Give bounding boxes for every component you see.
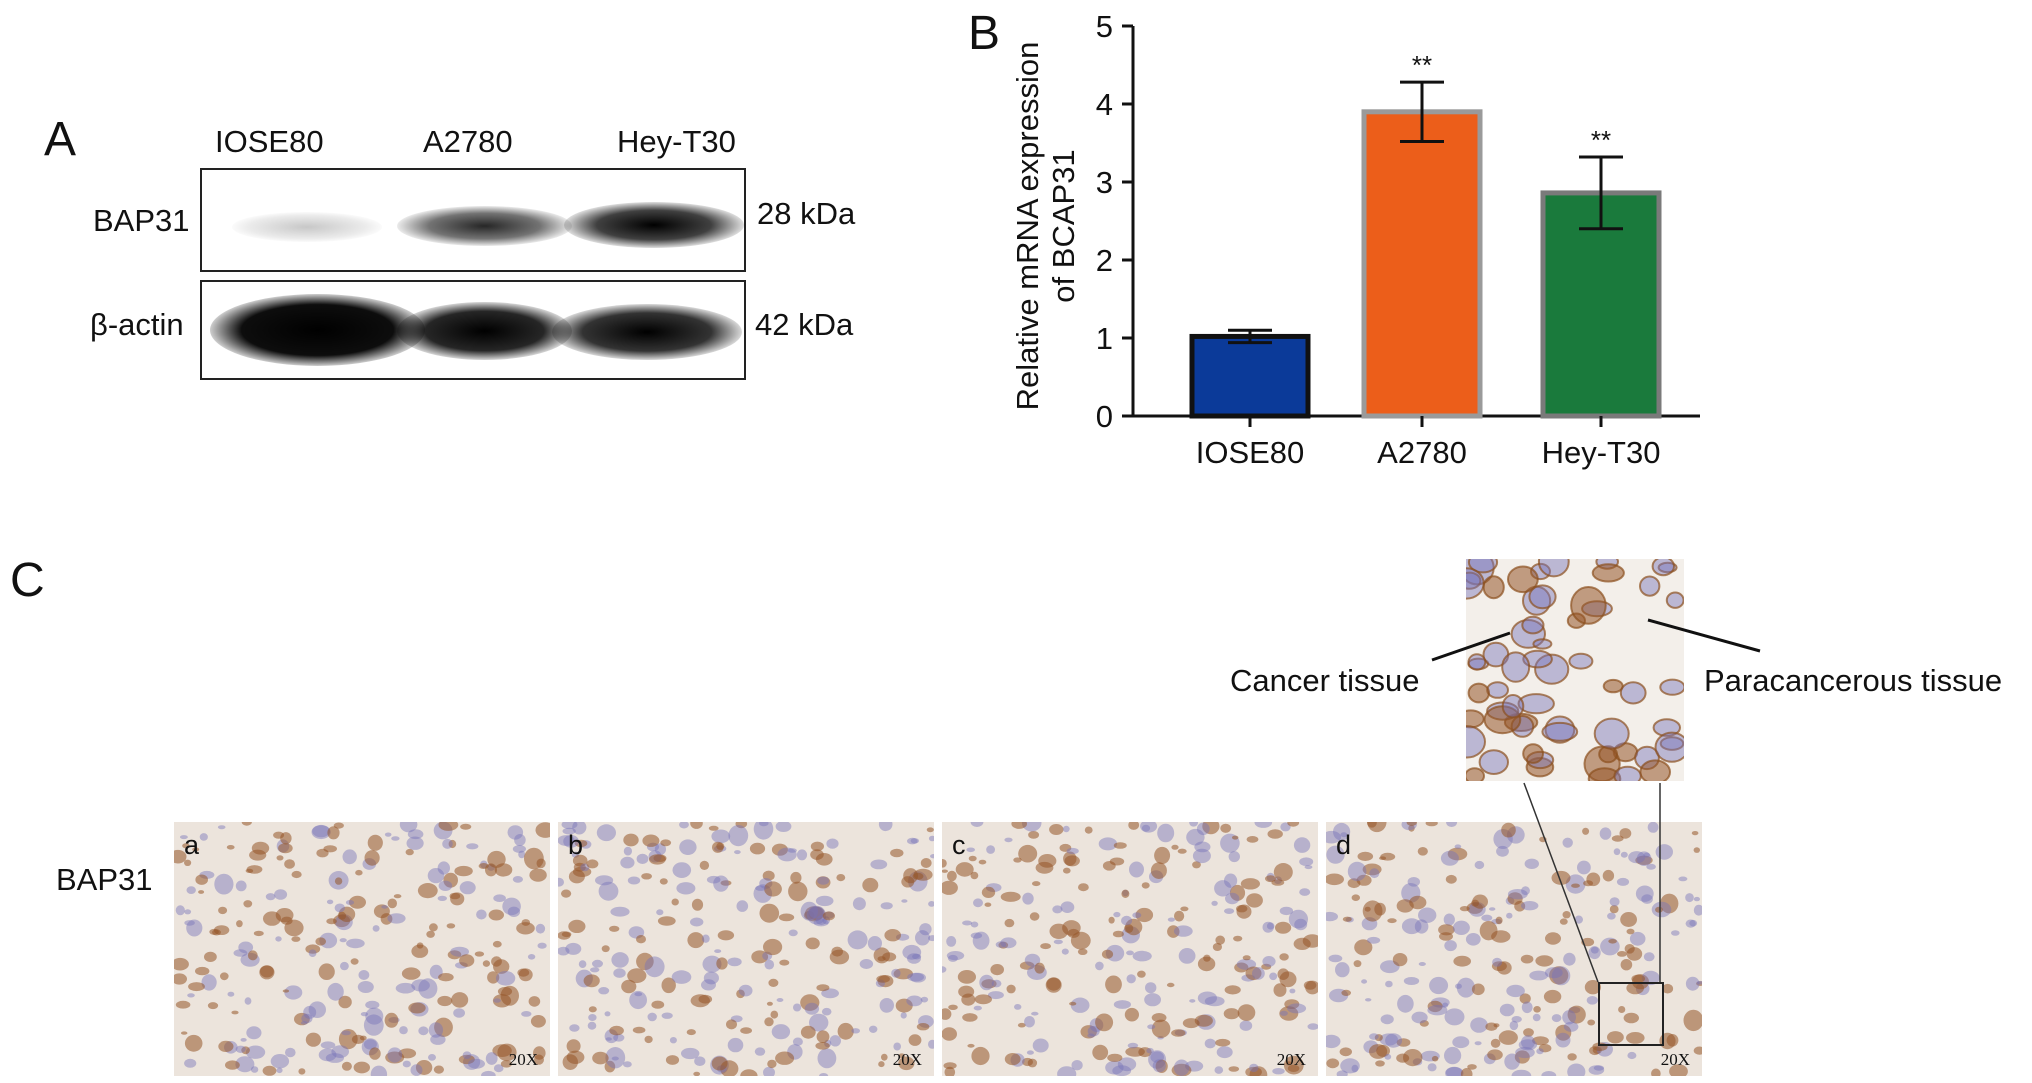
y-tick-label-1: 1 [1096, 321, 1113, 356]
ihc-image-b-magnification: 20X [892, 1050, 922, 1069]
ihc-image-d-magnification: 20X [1660, 1050, 1690, 1069]
ihc-image-a-magnification: 20X [508, 1050, 538, 1069]
panel-a-letter: A [44, 113, 77, 166]
zoom-region-box [1598, 982, 1664, 1046]
y-axis-title-line-2: of BCAP31 [1046, 149, 1081, 302]
ihc-image-d: d 20X [1326, 822, 1702, 1076]
band-actin-hey-t30 [552, 304, 742, 360]
ihc-image-b: b 20X [558, 822, 934, 1076]
blot-row-label-beta-actin: β-actin [90, 307, 184, 342]
cancer-tissue-pointer [1431, 631, 1511, 662]
y-tick-label-5: 5 [1096, 9, 1113, 44]
bar-chart: 0 1 2 3 4 5 Relative mRNA expressionof BCAP31 I… [1010, 9, 1700, 470]
band-bap31-iose80 [232, 212, 382, 242]
lane-label-iose80: IOSE80 [215, 124, 324, 159]
ihc-image-b-label: b [568, 830, 584, 860]
lane-label-a2780: A2780 [423, 124, 513, 159]
y-tick-label-2: 2 [1096, 243, 1113, 278]
zoom-connector-left [1523, 782, 1599, 983]
band-actin-iose80 [210, 294, 425, 366]
significance-Hey-T30: ** [1591, 125, 1611, 155]
blot-size-28kda: 28 kDa [757, 196, 856, 231]
band-bap31-a2780 [397, 206, 572, 246]
ihc-image-a-label: a [184, 830, 200, 860]
panel-b-letter: B [968, 7, 1001, 60]
paracancerous-pointer [1647, 618, 1761, 653]
ihc-image-c: c 20X [942, 822, 1318, 1076]
y-tick-label-4: 4 [1096, 87, 1113, 122]
ihc-row-label: BAP31 [56, 862, 153, 897]
bar-A2780 [1361, 109, 1483, 419]
blot-strip-bap31 [200, 168, 746, 272]
blot-strip-beta-actin [200, 280, 746, 380]
y-axis-title-line-1: Relative mRNA expression [1010, 42, 1045, 411]
x-tick-label-IOSE80: IOSE80 [1196, 435, 1305, 470]
band-actin-a2780 [397, 302, 572, 360]
ihc-zoom-inset [1466, 559, 1684, 781]
y-axis-title: Relative mRNA expressionof BCAP31 [1010, 42, 1081, 411]
ihc-image-a: a 20X [174, 822, 550, 1076]
x-tick-label-Hey-T30: Hey-T30 [1542, 435, 1661, 470]
band-bap31-hey-t30 [564, 202, 744, 248]
paracancerous-tissue-label: Paracancerous tissue [1704, 663, 2003, 698]
panel-c-letter: C [10, 554, 45, 607]
y-tick-label-3: 3 [1096, 165, 1113, 200]
x-tick-label-A2780: A2780 [1377, 435, 1467, 470]
y-tick-label-0: 0 [1096, 399, 1113, 434]
ihc-image-d-label: d [1336, 830, 1352, 860]
cancer-tissue-label: Cancer tissue [1230, 663, 1420, 698]
lane-label-hey-t30: Hey-T30 [617, 124, 736, 159]
blot-size-42kda: 42 kDa [755, 307, 854, 342]
significance-A2780: ** [1412, 50, 1432, 80]
ihc-image-c-magnification: 20X [1276, 1050, 1306, 1069]
blot-row-label-bap31: BAP31 [93, 203, 190, 238]
ihc-image-c-label: c [952, 830, 966, 860]
